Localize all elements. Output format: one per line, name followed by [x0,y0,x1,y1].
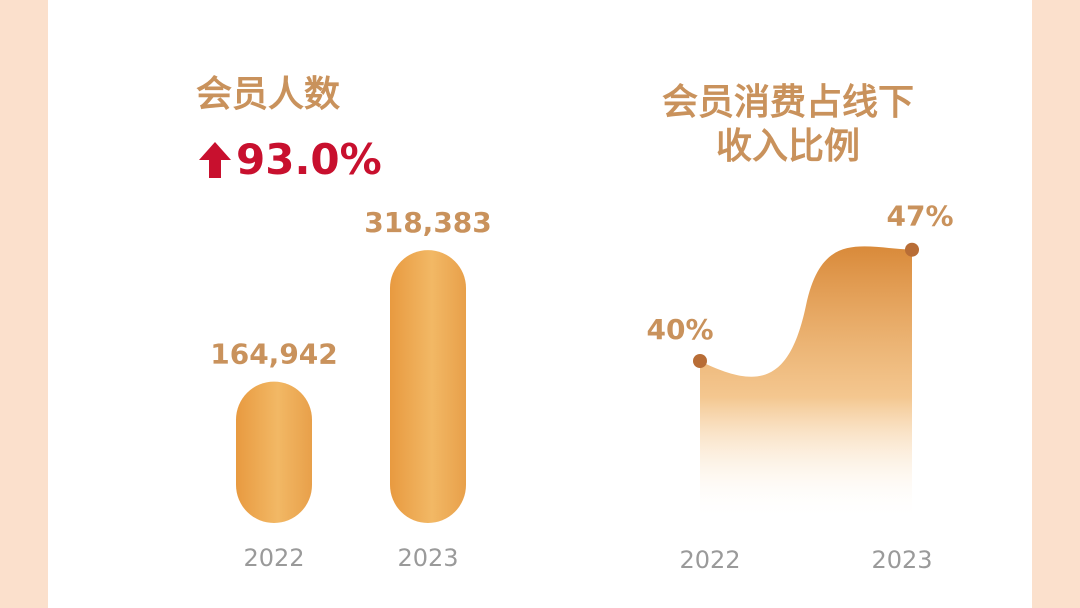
area-fill [700,246,912,520]
bar-value-label-2022: 164,942 [210,338,338,371]
x-tick-label-2023: 2023 [397,544,458,572]
member-spend-ratio-title-line-1: 会员消费占线下 [661,82,914,123]
x-tick-label-2022: 2022 [243,544,304,572]
up-arrow-icon [199,142,231,178]
infographic-card: 会员人数 93.0% 164,942 2022 318,383 2023 会员消费占线… [48,0,1032,608]
growth-rate: 93.0% [198,134,382,186]
bar-value-label-2023: 318,383 [364,206,492,239]
data-value-label-2023: 47% [886,200,953,233]
growth-value: 93.0% [236,135,382,184]
member-count-panel: 会员人数 93.0% 164,942 2022 318,383 2023 [48,0,492,608]
member-spend-ratio-title-line-2: 收入比例 [715,126,860,167]
bar-2023 [390,250,466,523]
data-point-2023 [905,242,919,257]
member-spend-ratio-panel: 会员消费占线下 收入比例 40% 47% 2022 2023 [548,0,1032,608]
x-tick-label-2022: 2022 [679,546,740,574]
data-point-2022 [693,354,707,368]
bar-2022 [236,381,312,523]
member-spend-ratio-area-chart: 40% 47% 2022 2023 [646,200,953,574]
member-count-bar-chart: 164,942 2022 318,383 2023 [210,206,492,572]
member-count-title: 会员人数 [195,74,340,115]
x-tick-label-2023: 2023 [871,546,932,574]
data-value-label-2022: 40% [646,313,713,346]
